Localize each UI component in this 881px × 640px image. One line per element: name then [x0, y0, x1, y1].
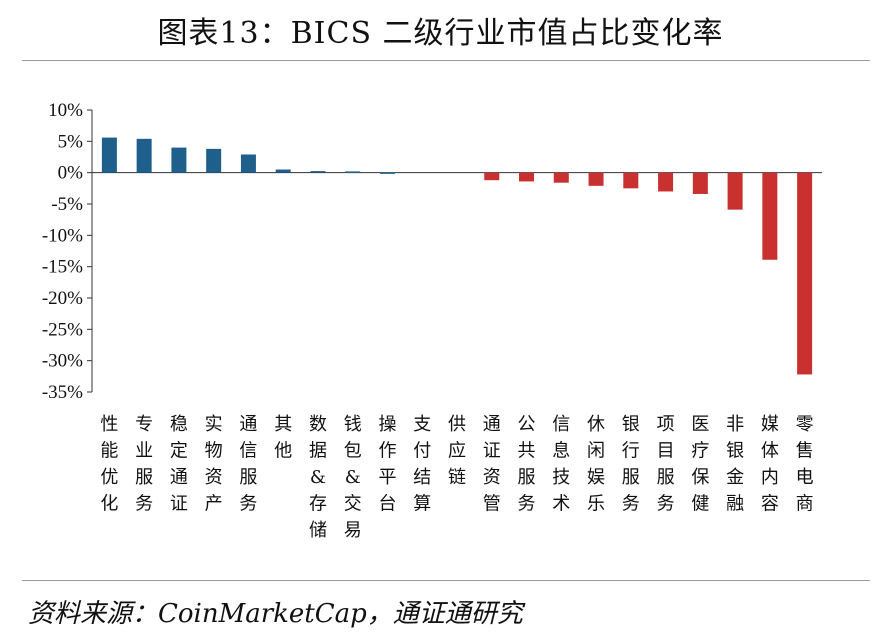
bar-11 — [484, 172, 500, 181]
bar-6 — [310, 171, 326, 173]
bar-19 — [762, 172, 778, 260]
x-category-label: 项目服务 — [657, 414, 675, 515]
bar-16 — [658, 172, 674, 192]
bar-4 — [240, 154, 256, 173]
bar-7 — [345, 171, 361, 173]
y-tick-label: 10% — [48, 100, 83, 121]
y-tick-label: 5% — [58, 131, 84, 152]
bar-20 — [797, 172, 813, 375]
x-category-label: 通信服务 — [239, 414, 257, 515]
x-category-label: 零售电商 — [796, 414, 814, 515]
bar-2 — [171, 147, 187, 173]
x-category-label: 钱包&交易 — [344, 414, 362, 541]
title-divider — [22, 60, 870, 61]
y-tick-label: -35% — [42, 382, 83, 403]
x-category-label: 性能优化 — [100, 414, 118, 515]
x-category-label: 操作平台 — [378, 414, 396, 515]
x-category-label: 实物资产 — [205, 414, 223, 515]
source-divider — [22, 580, 870, 581]
x-category-label: 专业服务 — [135, 414, 153, 515]
x-category-label: 媒体内容 — [761, 414, 779, 515]
y-tick-label: -20% — [42, 288, 83, 309]
bar-17 — [692, 172, 708, 194]
bar-1 — [136, 138, 152, 173]
x-category-label: 非银金融 — [726, 414, 744, 515]
y-tick-label: -25% — [42, 319, 83, 340]
bar-3 — [206, 148, 222, 173]
bar-15 — [623, 172, 639, 189]
y-tick-label: 0% — [58, 163, 84, 184]
x-category-label: 数据&存储 — [309, 414, 327, 541]
x-category-label: 其他 — [274, 414, 292, 462]
x-category-label: 支付结算 — [413, 414, 431, 515]
x-category-label: 休闲娱乐 — [587, 414, 605, 515]
source-note: 资料来源：CoinMarketCap，通证通研究 — [28, 599, 523, 629]
bar-8 — [379, 172, 395, 174]
bar-18 — [727, 172, 743, 210]
bar-0 — [101, 137, 117, 173]
x-category-label: 银行服务 — [622, 414, 640, 515]
bar-14 — [588, 172, 604, 186]
x-category-label: 公共服务 — [518, 414, 536, 515]
bar-12 — [519, 172, 535, 182]
bar-13 — [553, 172, 569, 183]
x-category-label: 供应链 — [448, 414, 466, 488]
x-category-label: 信息技术 — [552, 414, 570, 515]
x-category-label: 通证资管 — [483, 414, 501, 515]
y-tick-label: -30% — [42, 351, 83, 372]
x-category-label: 稳定通证 — [170, 414, 188, 515]
bar-5 — [275, 169, 291, 173]
y-tick-label: -5% — [51, 194, 83, 215]
y-tick-label: -10% — [42, 225, 83, 246]
x-category-label: 医疗保健 — [691, 414, 709, 515]
chart-title: 图表13：BICS 二级行业市值占比变化率 — [157, 16, 724, 51]
y-tick-label: -15% — [42, 257, 83, 278]
